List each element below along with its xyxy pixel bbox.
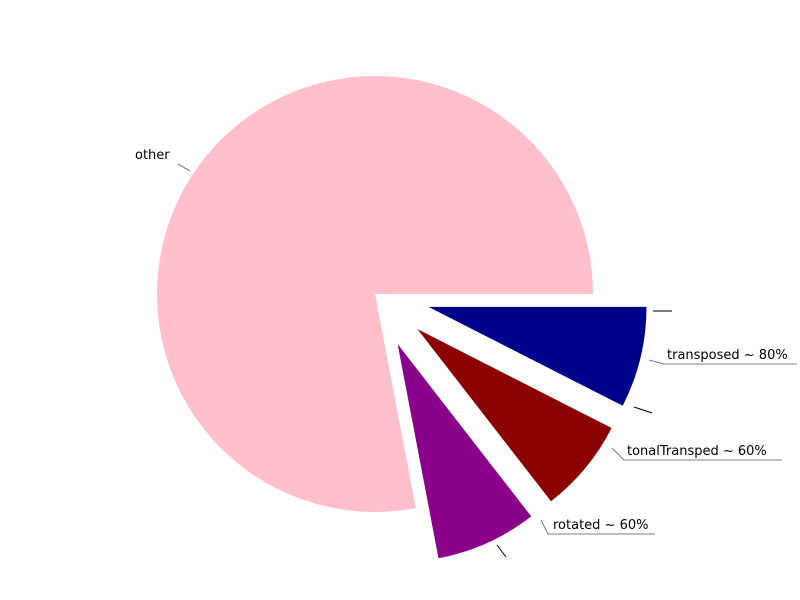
label-leader-line (178, 164, 190, 171)
slice-label: other (135, 148, 170, 163)
label-tick (497, 545, 506, 557)
slice-label: transposed ~ 80% (667, 348, 788, 363)
slice-label: rotated ~ 60% (553, 518, 648, 533)
slice-label: tonalTransped ~ 60% (627, 444, 767, 459)
label-tick (634, 407, 652, 413)
